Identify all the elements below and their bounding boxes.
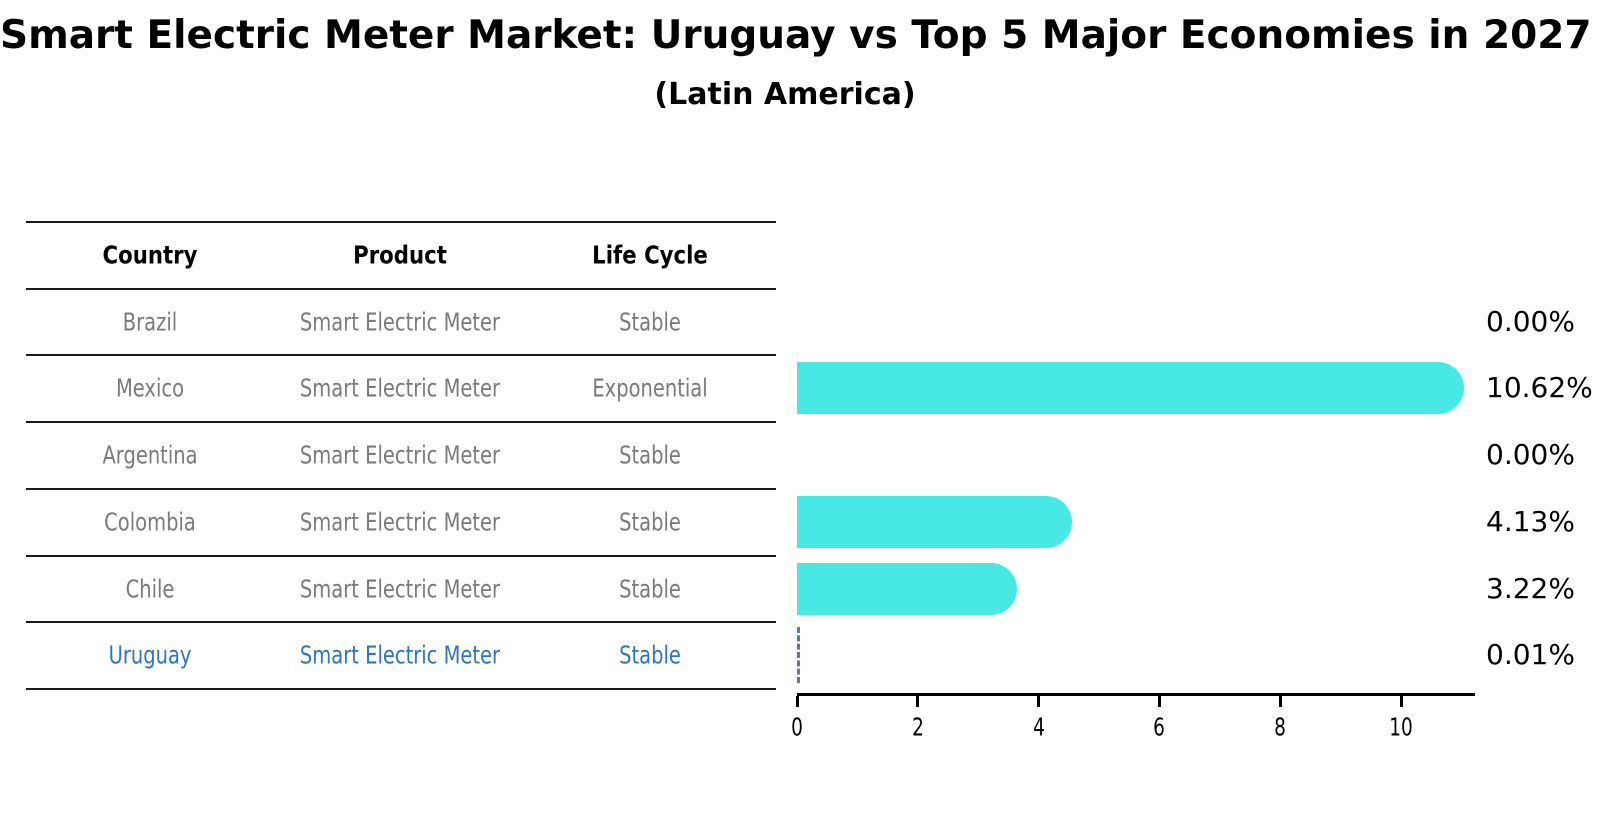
column-header: Life Cycle <box>592 240 708 270</box>
x-axis-tick <box>1278 696 1282 707</box>
x-axis-tick-label: 10 <box>1389 712 1413 742</box>
table-rule <box>26 421 776 424</box>
bar-marker-dashed <box>797 627 800 684</box>
x-axis-tick-label: 8 <box>1274 712 1287 742</box>
table-rule <box>26 287 776 290</box>
x-axis-tick <box>795 696 799 707</box>
chart-subtitle: (Latin America) <box>654 77 916 112</box>
cell-country: Mexico <box>115 373 185 403</box>
cell-life-cycle: Exponential <box>592 373 708 403</box>
x-axis-tick <box>916 696 920 707</box>
bar-value-label: 4.13% <box>1486 504 1575 538</box>
cell-product: Smart Electric Meter <box>299 507 501 537</box>
cell-product: Smart Electric Meter <box>299 640 501 670</box>
x-axis-tick-label: 4 <box>1032 712 1045 742</box>
table-rule <box>26 687 776 690</box>
x-axis-tick <box>1037 696 1041 707</box>
bar-value-label: 0.00% <box>1486 438 1575 472</box>
table-rule <box>26 221 776 223</box>
table-rule <box>26 487 776 490</box>
cell-country: Colombia <box>104 507 196 537</box>
cell-life-cycle: Stable <box>619 440 681 470</box>
bar-value-label: 10.62% <box>1486 371 1593 405</box>
x-axis-tick-label: 2 <box>911 712 924 742</box>
cell-country: Brazil <box>122 307 178 337</box>
cell-country: Uruguay <box>108 640 192 670</box>
cell-product: Smart Electric Meter <box>299 574 501 603</box>
chart-title: Smart Electric Meter Market: Uruguay vs … <box>0 13 1592 58</box>
bar <box>797 362 1465 415</box>
x-axis-tick <box>1399 696 1403 707</box>
x-axis-tick-label: 0 <box>791 712 803 742</box>
cell-life-cycle: Stable <box>619 507 681 537</box>
cell-product: Smart Electric Meter <box>299 373 501 403</box>
cell-product: Smart Electric Meter <box>299 440 501 470</box>
column-header: Country <box>102 240 198 270</box>
bar <box>797 495 1073 548</box>
bar-value-label: 3.22% <box>1486 571 1575 605</box>
column-header: Product <box>353 240 447 270</box>
bar-value-label: 0.01% <box>1486 638 1575 672</box>
bar <box>797 562 1018 615</box>
table-rule <box>26 621 776 624</box>
bar-value-label: 0.00% <box>1486 304 1575 338</box>
x-axis-tick <box>1157 696 1161 707</box>
x-axis-tick-label: 6 <box>1153 712 1166 742</box>
cell-life-cycle: Stable <box>619 640 681 670</box>
table-rule <box>26 554 776 557</box>
cell-life-cycle: Stable <box>619 307 681 337</box>
cell-country: Argentina <box>102 440 198 470</box>
cell-product: Smart Electric Meter <box>299 307 501 337</box>
cell-country: Chile <box>125 574 175 603</box>
x-axis-line <box>797 693 1475 696</box>
cell-life-cycle: Stable <box>619 574 681 603</box>
table-rule <box>26 354 776 357</box>
